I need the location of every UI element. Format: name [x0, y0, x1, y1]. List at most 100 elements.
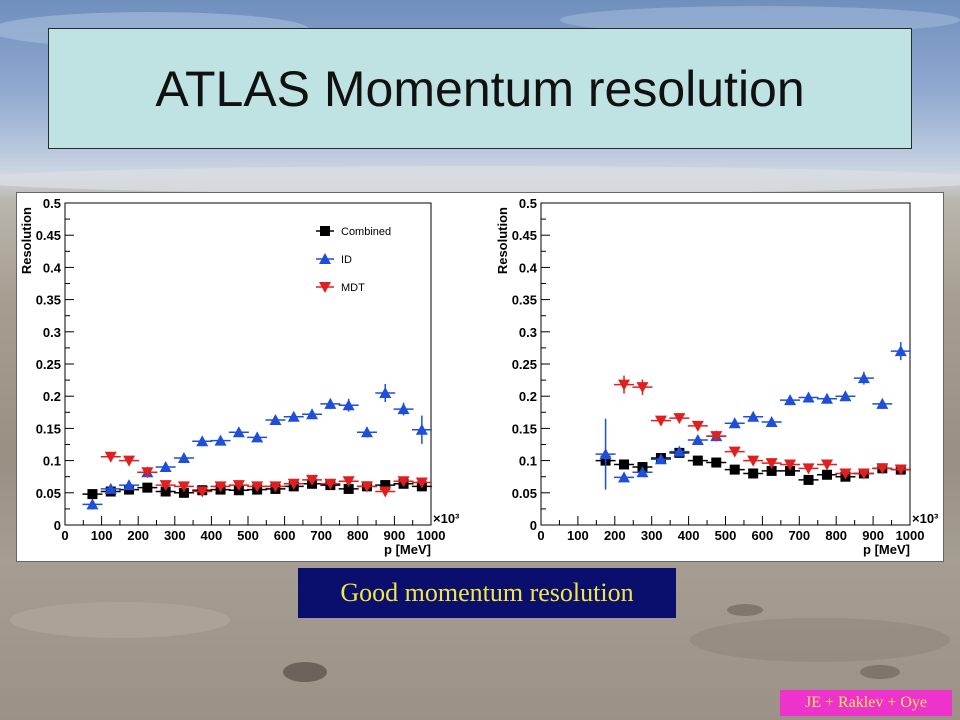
x-tick-label: 0: [537, 528, 544, 543]
x-tick-label: 0: [61, 528, 68, 543]
y-tick-label: 0.1: [43, 454, 61, 469]
footprint-shape: [727, 604, 763, 616]
data-point: [728, 446, 741, 458]
y-tick-label: 0.25: [36, 357, 61, 372]
x-tick-label: 200: [604, 528, 626, 543]
data-point: [692, 455, 703, 466]
y-axis-label: Resolution: [19, 207, 34, 274]
y-tick-label: 0.1: [519, 454, 537, 469]
slide-title: ATLAS Momentum resolution: [155, 60, 805, 117]
data-point: [397, 403, 410, 415]
data-point: [251, 431, 264, 443]
data-point: [839, 468, 852, 480]
y-tick-label: 0.25: [512, 357, 537, 372]
data-point: [415, 477, 428, 489]
data-point: [821, 469, 832, 480]
data-point: [839, 390, 852, 402]
data-point: [894, 464, 907, 476]
y-tick-label: 0.45: [36, 228, 61, 243]
x-tick-label: 100: [91, 528, 113, 543]
data-point: [654, 415, 667, 427]
data-point: [269, 414, 282, 426]
credit-box: JE + Raklev + Oye: [780, 690, 952, 716]
data-point: [343, 483, 354, 494]
data-point: [342, 399, 355, 411]
legend-label: Combined: [341, 226, 391, 238]
y-tick-label: 0.4: [43, 260, 62, 275]
x-tick-label: 500: [715, 528, 737, 543]
series-mdt: [100, 451, 432, 498]
data-point: [324, 478, 337, 490]
y-tick-label: 0.05: [36, 486, 61, 501]
x-tick-label: 700: [310, 528, 332, 543]
ground-patch: [10, 602, 230, 638]
data-point: [251, 481, 264, 493]
data-point: [269, 481, 282, 493]
series-id: [82, 383, 432, 510]
x-tick-label: 500: [237, 528, 259, 543]
x-tick-label: 600: [274, 528, 296, 543]
data-point: [379, 386, 392, 398]
data-point: [177, 481, 190, 493]
data-point: [802, 391, 815, 403]
y-tick-label: 0.35: [512, 293, 537, 308]
data-point: [894, 345, 907, 357]
data-point: [159, 461, 172, 473]
x-tick-label: 1000: [896, 528, 925, 543]
data-point: [287, 478, 300, 490]
plot-frame: [64, 202, 432, 526]
data-point: [876, 397, 889, 409]
data-point: [820, 459, 833, 471]
x-multiplier-label: ×10³: [912, 511, 939, 526]
y-tick-label: 0.2: [43, 389, 61, 404]
data-point: [178, 487, 189, 498]
data-point: [214, 434, 227, 446]
data-point: [710, 431, 723, 443]
x-tick-label: 900: [384, 528, 406, 543]
y-tick-label: 0.05: [512, 486, 537, 501]
data-point: [599, 448, 612, 460]
data-point: [728, 417, 741, 429]
y-tick-label: 0.15: [36, 421, 61, 436]
x-tick-label: 700: [788, 528, 810, 543]
horizon-haze: [0, 166, 960, 194]
legend-label: MDT: [341, 282, 365, 294]
y-tick-label: 0.3: [519, 325, 537, 340]
x-axis-label: p [MeV]: [384, 542, 431, 557]
data-point: [397, 476, 410, 488]
data-point: [636, 382, 649, 394]
data-point: [306, 474, 319, 486]
caption-box: Good momentum resolution: [298, 568, 676, 618]
y-tick-label: 0: [54, 518, 61, 533]
data-point: [360, 426, 373, 438]
series-mdt: [614, 375, 911, 480]
data-point: [196, 486, 209, 498]
data-point: [142, 482, 153, 493]
y-tick-label: 0.15: [512, 421, 537, 436]
data-point: [319, 282, 331, 293]
data-point: [159, 480, 172, 492]
data-point: [619, 459, 630, 470]
data-point: [747, 455, 760, 467]
credit-text: JE + Raklev + Oye: [804, 694, 928, 711]
y-tick-label: 0.45: [512, 228, 537, 243]
data-point: [802, 463, 815, 475]
figure-panel: 0 0.05 0.1 0.15 0.2 0.25 0.3 0.35 0.4 0.45 0.5 0 100…: [16, 192, 944, 562]
data-point: [876, 463, 889, 475]
data-point: [196, 435, 209, 447]
x-tick-label: 300: [164, 528, 186, 543]
data-point: [729, 464, 740, 475]
data-point: [86, 498, 99, 510]
x-tick-label: 200: [127, 528, 149, 543]
x-axis-label: p [MeV]: [863, 542, 910, 557]
data-point: [232, 426, 245, 438]
data-point: [214, 481, 227, 493]
data-point: [104, 451, 117, 463]
data-point: [820, 392, 833, 404]
data-point: [765, 458, 778, 470]
chart-left: 0 0.05 0.1 0.15 0.2 0.25 0.3 0.35 0.4 0.45 0.5 0 100…: [19, 196, 460, 557]
data-point: [654, 453, 667, 465]
data-point: [785, 465, 796, 476]
y-axis-label: Resolution: [495, 207, 510, 274]
data-point: [765, 415, 778, 427]
